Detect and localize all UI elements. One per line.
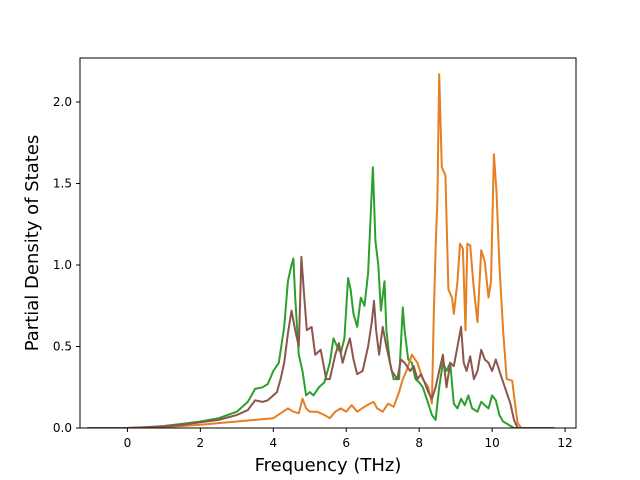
y-tick-label: 0.0	[53, 421, 72, 435]
x-tick-label: 2	[197, 436, 205, 450]
plot-frame	[79, 57, 577, 429]
series-layer	[87, 73, 555, 428]
y-tick-label: 1.5	[53, 177, 72, 191]
series-line-0	[87, 166, 555, 428]
x-axis-label: Frequency (THz)	[255, 455, 402, 476]
x-tick-label: 12	[557, 436, 572, 450]
series-line-2	[87, 255, 555, 428]
y-axis-ticks: 0.0 0.5 1.0 1.5 2.0	[53, 95, 80, 435]
y-axis-label: Partial Density of States	[22, 135, 43, 352]
x-tick-label: 10	[484, 436, 499, 450]
x-axis-ticks: 0 2 4 6 8 10 12	[124, 428, 573, 450]
x-tick-label: 0	[124, 436, 132, 450]
y-tick-label: 1.0	[53, 258, 72, 272]
x-tick-label: 6	[342, 436, 350, 450]
series-line-1	[87, 73, 555, 428]
x-tick-label: 4	[269, 436, 277, 450]
y-tick-label: 0.5	[53, 340, 72, 354]
x-tick-label: 8	[415, 436, 423, 450]
y-tick-label: 2.0	[53, 95, 72, 109]
